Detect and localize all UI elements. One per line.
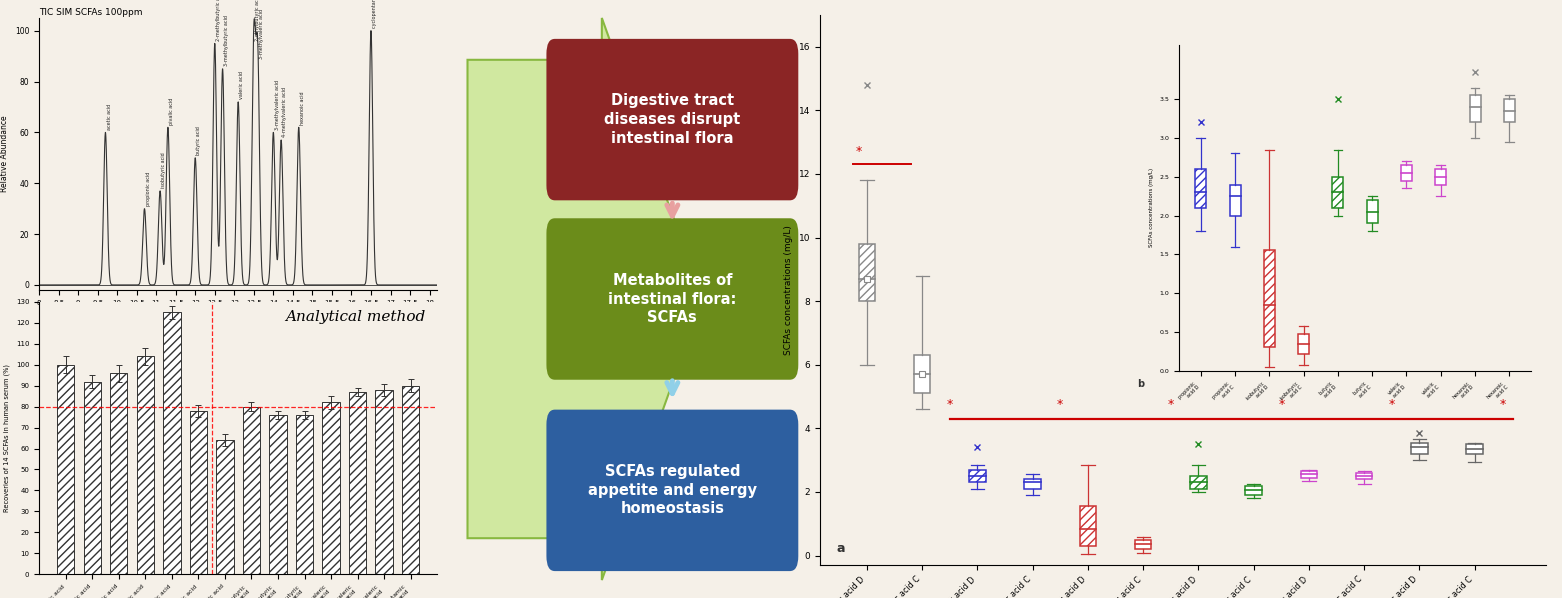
Bar	[164, 312, 181, 574]
FancyBboxPatch shape	[547, 410, 798, 571]
Bar	[968, 469, 986, 483]
Bar	[1025, 479, 1040, 489]
Text: propionic acid: propionic acid	[145, 172, 150, 206]
Bar	[1264, 251, 1275, 347]
Y-axis label: SCFAs concentrations (mg/L): SCFAs concentrations (mg/L)	[1150, 168, 1154, 248]
Text: acetic acid: acetic acid	[106, 103, 111, 130]
Bar	[1229, 185, 1240, 215]
Text: *: *	[1389, 398, 1395, 411]
Bar	[84, 382, 102, 574]
Bar	[191, 411, 208, 574]
Bar	[1079, 507, 1097, 546]
Text: 3-methylbutyric acid: 3-methylbutyric acid	[223, 16, 228, 66]
FancyBboxPatch shape	[547, 39, 798, 200]
Text: butyric acid: butyric acid	[197, 126, 201, 155]
Bar	[111, 373, 128, 574]
Bar	[216, 440, 234, 574]
Bar	[348, 392, 366, 574]
Bar	[1195, 169, 1206, 208]
Text: pivalic acid: pivalic acid	[169, 97, 173, 125]
Bar	[1245, 486, 1262, 495]
Text: cyclopentanoic acid: cyclopentanoic acid	[372, 0, 376, 28]
Text: Metabolites of
intestinal flora:
SCFAs: Metabolites of intestinal flora: SCFAs	[608, 273, 737, 325]
X-axis label: Time (min): Time (min)	[214, 312, 262, 321]
Bar	[1367, 200, 1378, 223]
Bar	[1356, 473, 1373, 479]
Text: TIC SIM SCFAs 100ppm: TIC SIM SCFAs 100ppm	[39, 8, 142, 17]
Bar	[914, 355, 931, 393]
FancyBboxPatch shape	[547, 218, 798, 380]
Bar	[322, 402, 339, 574]
Bar	[375, 390, 392, 574]
Text: Analytical method: Analytical method	[286, 310, 425, 324]
Bar	[1504, 99, 1515, 123]
Text: SCFAs regulated
appetite and energy
homeostasis: SCFAs regulated appetite and energy home…	[587, 464, 758, 517]
Bar	[242, 407, 261, 574]
Text: *: *	[1057, 398, 1064, 411]
Y-axis label: Relative Abundance: Relative Abundance	[0, 115, 9, 193]
Bar	[1470, 95, 1481, 123]
Bar	[401, 386, 419, 574]
Bar	[1332, 177, 1343, 208]
Bar	[1467, 444, 1482, 454]
Text: b: b	[1137, 379, 1145, 389]
Text: *: *	[1500, 398, 1506, 411]
Text: *: *	[947, 398, 953, 411]
Text: *: *	[1168, 398, 1175, 411]
Y-axis label: SCFAs concentrations (mg/L): SCFAs concentrations (mg/L)	[784, 225, 793, 355]
Bar	[1301, 471, 1317, 478]
Bar	[1410, 443, 1428, 454]
Bar	[137, 356, 155, 574]
Y-axis label: Recoveries of 14 SCFAs in human serum (%): Recoveries of 14 SCFAs in human serum (%…	[3, 364, 11, 512]
Text: 2-ethylbutyric acid: 2-ethylbutyric acid	[255, 0, 259, 41]
Polygon shape	[467, 18, 703, 580]
Bar	[1136, 541, 1151, 548]
Bar	[1435, 169, 1446, 185]
Text: 3-methylvaleric acid: 3-methylvaleric acid	[275, 80, 280, 130]
Bar	[1298, 334, 1309, 353]
Text: 4-methylvaleric acid: 4-methylvaleric acid	[283, 87, 287, 138]
Bar	[1401, 165, 1412, 181]
Bar	[269, 415, 286, 574]
Text: a: a	[837, 542, 845, 555]
Text: Digestive tract
diseases disrupt
intestinal flora: Digestive tract diseases disrupt intesti…	[604, 93, 740, 146]
Text: valeric acid: valeric acid	[239, 71, 244, 99]
Bar	[295, 415, 312, 574]
Text: *: *	[1278, 398, 1284, 411]
Text: 3-methylvaleric acid: 3-methylvaleric acid	[259, 8, 264, 59]
Bar	[859, 244, 875, 301]
Bar	[1190, 476, 1207, 489]
Text: hexanoic acid: hexanoic acid	[300, 91, 305, 125]
Text: isobutyric acid: isobutyric acid	[161, 152, 166, 188]
Bar	[58, 365, 75, 574]
Text: 2-methylbutyric acid: 2-methylbutyric acid	[216, 0, 220, 41]
Text: *: *	[856, 145, 862, 158]
